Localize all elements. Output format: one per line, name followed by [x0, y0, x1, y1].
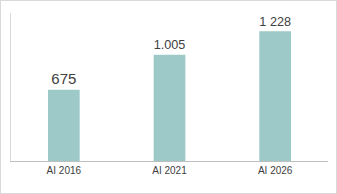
svg-text:AI 2021: AI 2021 — [152, 165, 187, 176]
svg-text:675: 675 — [51, 70, 76, 87]
svg-text:AI 2026: AI 2026 — [258, 165, 293, 176]
svg-text:AI 2016: AI 2016 — [47, 165, 82, 176]
svg-text:1.005: 1.005 — [154, 38, 186, 52]
svg-text:1 228: 1 228 — [259, 15, 291, 29]
